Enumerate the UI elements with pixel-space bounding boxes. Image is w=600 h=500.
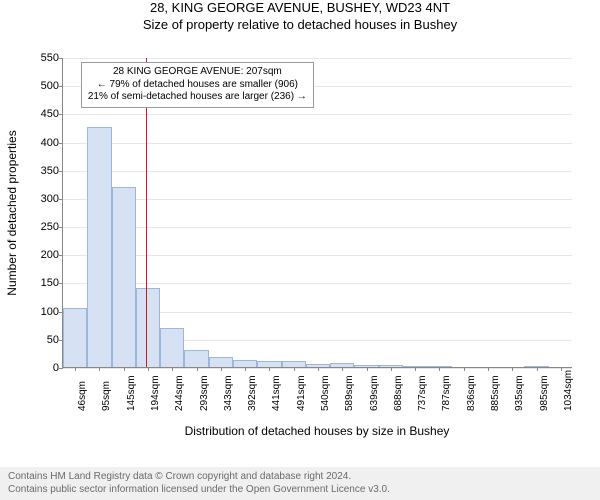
page-title: 28, KING GEORGE AVENUE, BUSHEY, WD23 4NT: [0, 0, 600, 17]
attribution-footer: Contains HM Land Registry data © Crown c…: [0, 467, 600, 500]
x-tick: [99, 367, 100, 371]
gridline: [63, 143, 572, 144]
x-tick-label: 985sqm: [533, 375, 550, 411]
x-tick-label: 293sqm: [193, 375, 210, 411]
x-tick-label: 95sqm: [95, 381, 112, 411]
histogram-bar: [233, 360, 257, 367]
x-tick-label: 343sqm: [217, 375, 234, 411]
x-tick: [172, 367, 173, 371]
x-tick-label: 491sqm: [290, 375, 307, 411]
x-tick-label: 441sqm: [265, 375, 282, 411]
y-tick-label: 350: [41, 165, 63, 177]
x-tick-label: 392sqm: [241, 375, 258, 411]
chart-container: Number of detached properties 0501001502…: [0, 40, 600, 440]
annotation-box: 28 KING GEORGE AVENUE: 207sqm ← 79% of d…: [81, 62, 314, 108]
x-tick-label: 885sqm: [484, 375, 501, 411]
annotation-line: ← 79% of detached houses are smaller (90…: [88, 79, 307, 92]
gridline: [63, 283, 572, 284]
x-tick-label: 787sqm: [435, 375, 452, 411]
x-tick: [197, 367, 198, 371]
x-tick: [439, 367, 440, 371]
x-tick: [245, 367, 246, 371]
plot-area: 05010015020025030035040045050055046sqm95…: [62, 58, 572, 368]
histogram-bar: [87, 127, 111, 367]
x-tick: [148, 367, 149, 371]
x-tick: [415, 367, 416, 371]
y-tick-label: 150: [41, 277, 63, 289]
x-tick-label: 145sqm: [120, 375, 137, 411]
annotation-line: 28 KING GEORGE AVENUE: 207sqm: [88, 66, 307, 79]
x-tick-label: 540sqm: [314, 375, 331, 411]
x-tick: [221, 367, 222, 371]
gridline: [63, 227, 572, 228]
y-tick-label: 200: [41, 249, 63, 261]
y-tick-label: 550: [41, 52, 63, 64]
x-tick: [537, 367, 538, 371]
x-tick: [512, 367, 513, 371]
y-axis-label: Number of detached properties: [5, 113, 19, 313]
x-tick: [464, 367, 465, 371]
gridline: [63, 58, 572, 59]
x-tick: [318, 367, 319, 371]
footer-line: Contains HM Land Registry data © Crown c…: [8, 471, 592, 484]
y-tick-label: 250: [41, 221, 63, 233]
x-tick: [391, 367, 392, 371]
histogram-bar: [184, 350, 208, 367]
histogram-bar: [112, 187, 136, 367]
gridline: [63, 255, 572, 256]
y-tick-label: 0: [53, 362, 63, 374]
x-tick-label: 589sqm: [338, 375, 355, 411]
x-tick: [124, 367, 125, 371]
footer-line: Contains public sector information licen…: [8, 484, 592, 497]
x-tick-label: 639sqm: [363, 375, 380, 411]
histogram-bar: [63, 308, 87, 367]
y-tick-label: 100: [41, 306, 63, 318]
page-subtitle: Size of property relative to detached ho…: [0, 17, 600, 34]
x-tick-label: 46sqm: [71, 381, 88, 411]
x-tick-label: 836sqm: [460, 375, 477, 411]
x-tick: [75, 367, 76, 371]
x-tick-label: 935sqm: [508, 375, 525, 411]
annotation-line: 21% of semi-detached houses are larger (…: [88, 91, 307, 104]
y-tick-label: 450: [41, 108, 63, 120]
x-tick: [294, 367, 295, 371]
gridline: [63, 171, 572, 172]
histogram-bar: [136, 288, 160, 367]
y-tick-label: 300: [41, 193, 63, 205]
x-tick: [342, 367, 343, 371]
y-tick-label: 50: [47, 334, 63, 346]
y-tick-label: 400: [41, 137, 63, 149]
x-tick-label: 194sqm: [144, 375, 161, 411]
x-tick: [367, 367, 368, 371]
gridline: [63, 199, 572, 200]
histogram-bar: [209, 357, 233, 367]
x-tick-label: 688sqm: [387, 375, 404, 411]
gridline: [63, 114, 572, 115]
x-tick-label: 244sqm: [168, 375, 185, 411]
histogram-bar: [160, 328, 184, 367]
x-tick-label: 1034sqm: [557, 370, 574, 411]
x-tick: [269, 367, 270, 371]
x-axis-label: Distribution of detached houses by size …: [62, 424, 572, 438]
x-tick: [488, 367, 489, 371]
y-tick-label: 500: [41, 80, 63, 92]
x-tick-label: 737sqm: [411, 375, 428, 411]
